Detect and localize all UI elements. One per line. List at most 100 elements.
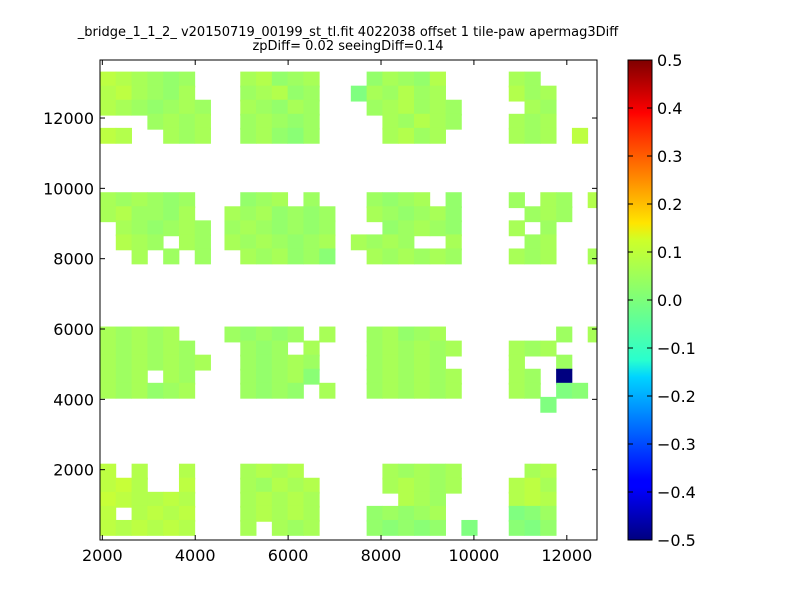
heatmap-cell	[366, 354, 383, 371]
heatmap-cell	[540, 491, 557, 508]
heatmap-cell	[429, 382, 446, 399]
heatmap-cell	[382, 192, 399, 209]
heatmap-cell	[445, 382, 462, 399]
heatmap-cell	[178, 477, 196, 494]
heatmap-cell	[147, 192, 164, 209]
heatmap-cell	[366, 192, 383, 209]
heatmap-cell	[256, 340, 273, 357]
heatmap-cell	[319, 206, 336, 223]
heatmap-cell	[115, 354, 132, 371]
heatmap-cell	[131, 326, 148, 343]
colorbar-tick-label: −0.5	[657, 531, 696, 550]
heatmap-cell	[147, 354, 164, 371]
heatmap-cell	[163, 248, 180, 265]
heatmap-cell	[178, 206, 196, 223]
heatmap-cell	[540, 113, 557, 130]
heatmap-cell	[115, 477, 132, 494]
heatmap-cell	[556, 382, 573, 399]
colorbar-tick-label: −0.1	[657, 339, 696, 358]
heatmap-cell	[131, 382, 148, 399]
heatmap-cell	[194, 248, 211, 265]
heatmap-cell	[508, 71, 525, 88]
heatmap-cell	[271, 519, 289, 536]
heatmap-cell	[100, 505, 117, 522]
heatmap-cell	[287, 368, 304, 385]
heatmap-cell	[271, 206, 289, 223]
heatmap-cell	[524, 248, 541, 265]
heatmap-cell	[524, 71, 541, 88]
heatmap-cells	[100, 71, 598, 536]
heatmap-cell	[445, 248, 462, 265]
heatmap-cell	[382, 354, 399, 371]
heatmap-cell	[508, 85, 525, 102]
heatmap-cell	[100, 491, 117, 508]
heatmap-cell	[382, 127, 399, 144]
heatmap-cell	[413, 220, 431, 237]
x-tick-label: 6000	[268, 546, 309, 565]
heatmap-cell	[178, 127, 196, 144]
heatmap-cell	[303, 477, 320, 494]
heatmap-cell	[382, 206, 399, 223]
heatmap-cell	[147, 71, 164, 88]
heatmap-cell	[131, 340, 148, 357]
heatmap-cell	[413, 368, 431, 385]
heatmap-cell	[163, 113, 180, 130]
heatmap-cell	[413, 477, 431, 494]
heatmap-cell	[571, 382, 589, 399]
colorbar-tick-label: −0.4	[657, 483, 696, 502]
heatmap-cell	[163, 340, 180, 357]
heatmap-cell	[100, 477, 117, 494]
heatmap-cell	[240, 220, 257, 237]
heatmap-cell	[524, 519, 541, 536]
heatmap-cell	[413, 354, 431, 371]
heatmap-cell	[194, 220, 211, 237]
heatmap-cell	[240, 326, 257, 343]
heatmap-cell	[163, 505, 180, 522]
heatmap-cell	[147, 519, 164, 536]
heatmap-cell	[271, 71, 289, 88]
heatmap-cell	[178, 85, 196, 102]
heatmap-cell	[524, 463, 541, 480]
heatmap-cell	[100, 99, 117, 116]
heatmap-cell	[382, 220, 399, 237]
heatmap-cell	[429, 340, 446, 357]
heatmap-cell	[398, 491, 415, 508]
heatmap-cell	[271, 192, 289, 209]
heatmap-cell	[413, 248, 431, 265]
heatmap-cell	[131, 463, 148, 480]
heatmap-cell	[429, 127, 446, 144]
heatmap-cell	[178, 505, 196, 522]
heatmap-cell	[413, 340, 431, 357]
heatmap-cell	[271, 85, 289, 102]
heatmap-cell	[587, 248, 598, 265]
heatmap-cell	[271, 463, 289, 480]
heatmap-cell	[413, 463, 431, 480]
heatmap-cell	[429, 206, 446, 223]
heatmap-cell	[303, 113, 320, 130]
heatmap-cell	[429, 71, 446, 88]
heatmap-cell	[287, 354, 304, 371]
heatmap-cell	[178, 463, 196, 480]
heatmap-cell	[256, 354, 273, 371]
heatmap-cell	[571, 127, 589, 144]
heatmap-cell	[382, 99, 399, 116]
heatmap-cell	[147, 113, 164, 130]
heatmap-cell	[131, 85, 148, 102]
heatmap-cell	[413, 113, 431, 130]
heatmap-cell	[413, 99, 431, 116]
heatmap-cell	[508, 220, 525, 237]
heatmap-cell	[287, 71, 304, 88]
heatmap-cell	[303, 234, 320, 251]
heatmap-cell	[508, 113, 525, 130]
heatmap-cell	[350, 234, 368, 251]
heatmap-cell	[540, 127, 557, 144]
heatmap-cell	[147, 505, 164, 522]
heatmap-cell	[366, 234, 383, 251]
x-tick-label: 12000	[541, 546, 592, 565]
heatmap-cell	[366, 326, 383, 343]
heatmap-cell	[178, 340, 196, 357]
heatmap-cell	[256, 85, 273, 102]
heatmap-cell	[366, 382, 383, 399]
heatmap-cell	[271, 368, 289, 385]
heatmap-cell	[540, 192, 557, 209]
